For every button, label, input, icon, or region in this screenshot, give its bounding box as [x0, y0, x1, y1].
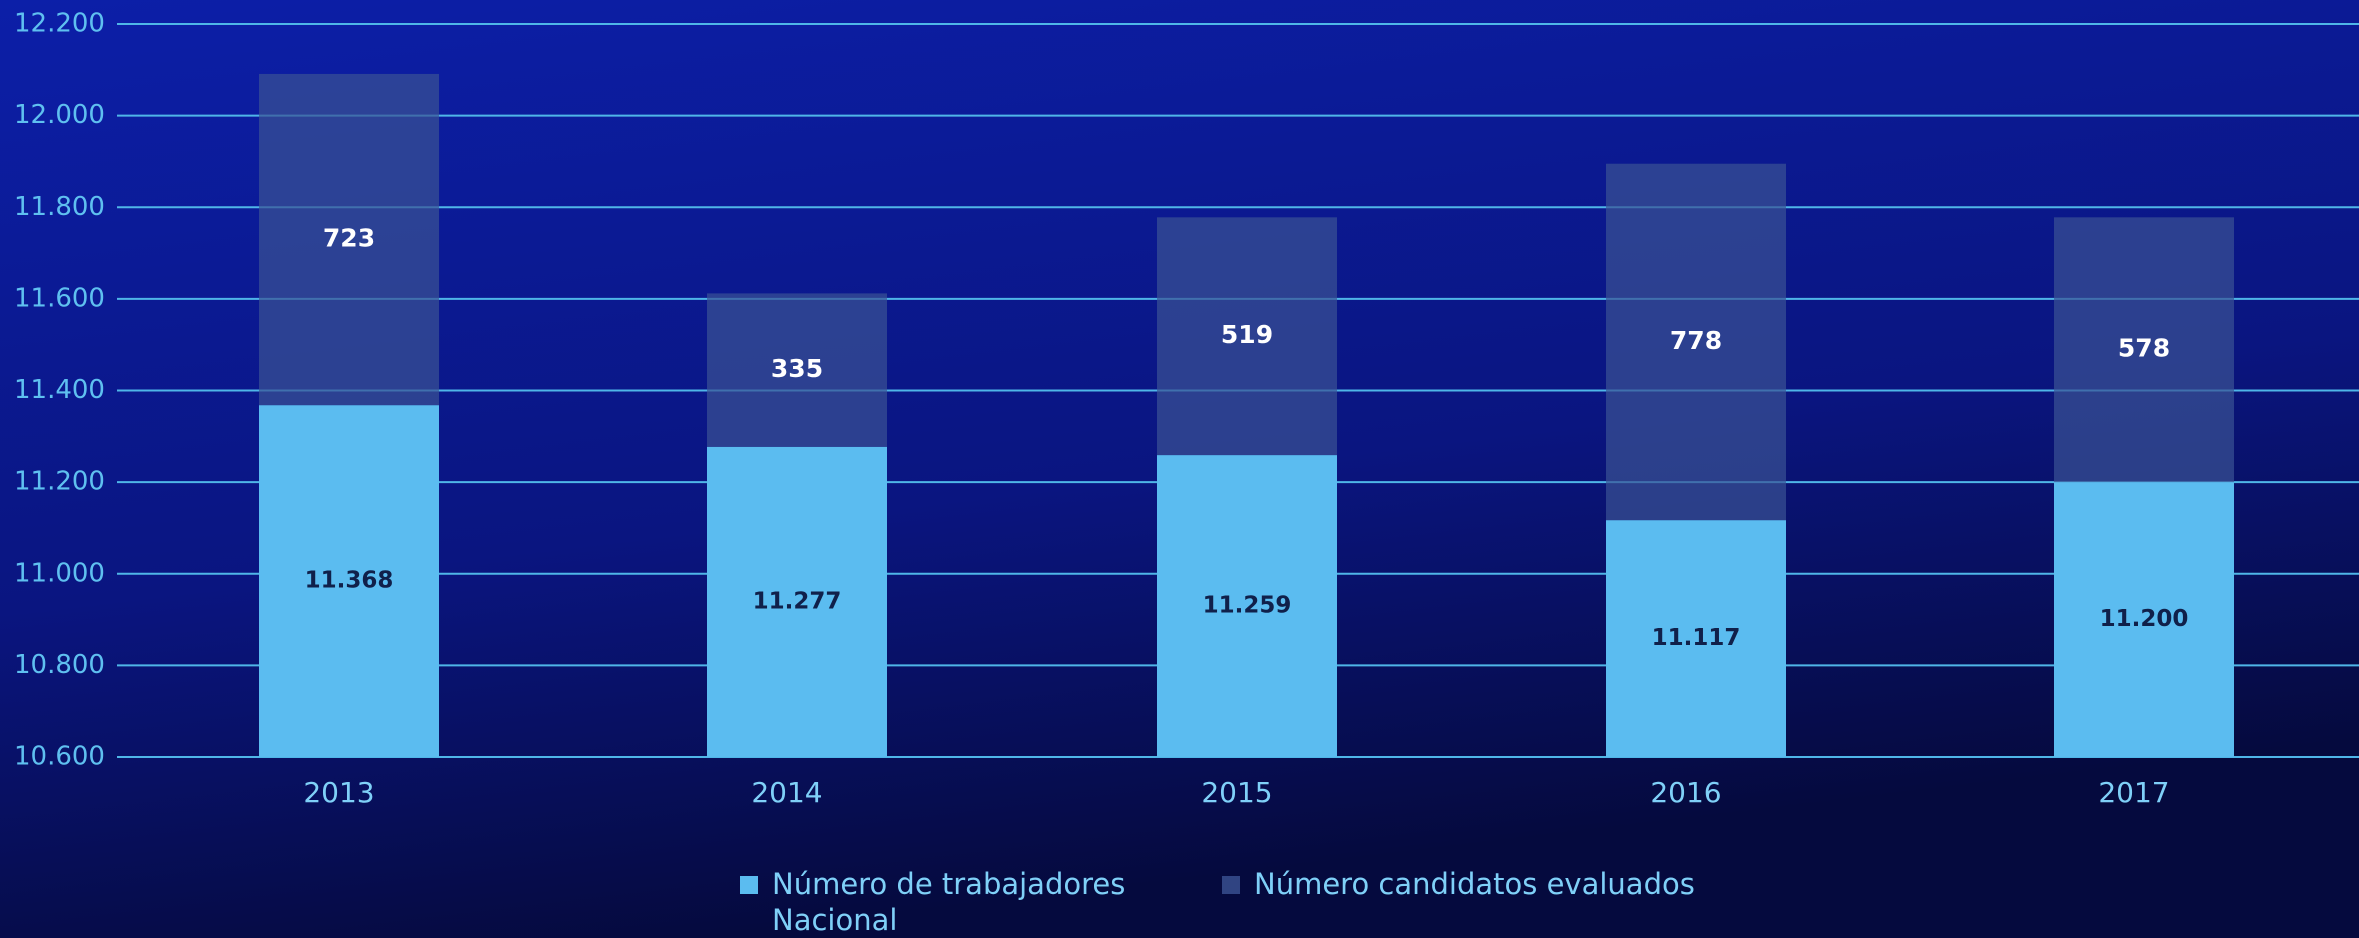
- legend-item: Número candidatos evaluados: [1222, 866, 1695, 938]
- x-tick-label: 2015: [1201, 776, 1272, 809]
- x-tick-label: 2014: [751, 776, 822, 809]
- bar-segment: [707, 446, 887, 757]
- bar-segment: [259, 405, 439, 757]
- data-label: 11.277: [753, 588, 842, 614]
- bar-segment: [259, 73, 439, 406]
- legend-item: Número de trabajadores Nacional: [740, 866, 1132, 938]
- data-label: 11.200: [2100, 606, 2189, 632]
- bar-segment: [1606, 520, 1786, 757]
- data-label: 519: [1221, 320, 1273, 349]
- legend-swatch: [740, 876, 758, 894]
- data-label: 11.117: [1652, 625, 1741, 651]
- x-tick-label: 2013: [303, 776, 374, 809]
- y-tick-label: 11.600: [14, 283, 105, 313]
- data-label: 723: [323, 224, 375, 253]
- data-label: 578: [2118, 334, 2170, 363]
- y-tick-label: 11.800: [14, 192, 105, 222]
- legend-swatch: [1222, 876, 1240, 894]
- bar-segment: [2054, 217, 2234, 483]
- legend-label: Número de trabajadores Nacional: [772, 867, 1126, 937]
- bar-segment: [1157, 217, 1337, 456]
- bar-segment: [1606, 163, 1786, 521]
- y-tick-label: 10.600: [14, 742, 105, 772]
- bar-segment: [2054, 482, 2234, 757]
- bar-segment: [707, 293, 887, 447]
- y-tick-label: 10.800: [14, 650, 105, 680]
- data-label: 11.368: [305, 568, 394, 594]
- y-tick-label: 12.000: [14, 100, 105, 130]
- data-label: 11.259: [1203, 593, 1292, 619]
- y-tick-label: 11.000: [14, 558, 105, 588]
- data-label: 778: [1670, 326, 1722, 355]
- y-tick-label: 11.200: [14, 467, 105, 497]
- legend-label: Número candidatos evaluados: [1254, 867, 1695, 901]
- y-tick-label: 11.400: [14, 375, 105, 405]
- bar-segment: [1157, 455, 1337, 757]
- x-tick-label: 2016: [1650, 776, 1721, 809]
- x-tick-label: 2017: [2098, 776, 2169, 809]
- y-tick-label: 12.200: [14, 9, 105, 39]
- legend: Número de trabajadores Nacional Número ca…: [740, 866, 1695, 938]
- data-label: 335: [771, 354, 823, 383]
